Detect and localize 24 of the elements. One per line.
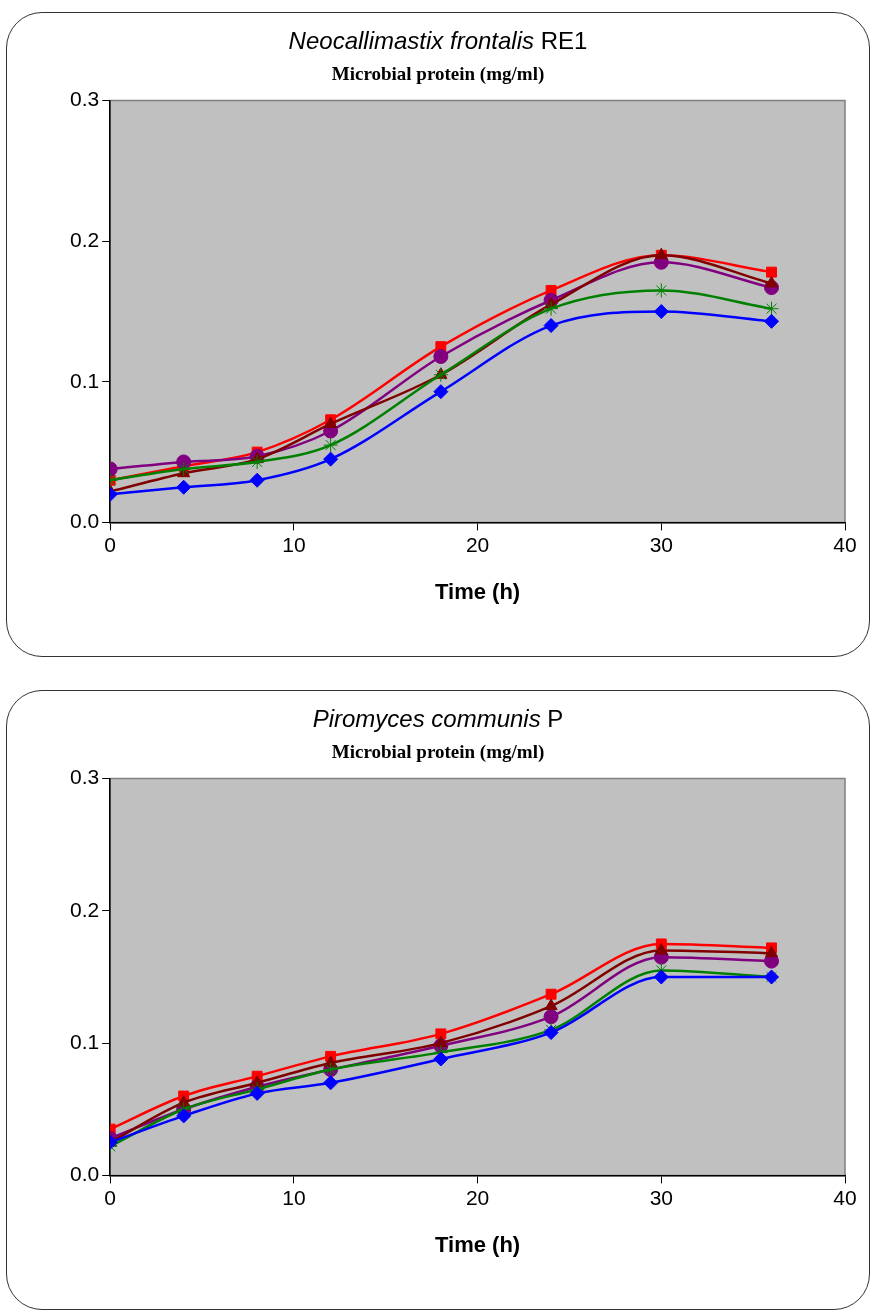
x-tick-label: 10 (282, 532, 306, 556)
x-tick-label: 40 (833, 532, 857, 556)
x-tick-label: 30 (649, 1185, 673, 1209)
chart-title: Neocallimastix frontalis RE1 (287, 27, 589, 55)
y-tick-label: 0.0 (69, 1162, 100, 1186)
y-tick-label: 0.3 (69, 87, 100, 111)
x-tick-label: 10 (282, 1185, 306, 1209)
chart-title: Piromyces communis P (311, 705, 565, 733)
chart-subtitle: Microbial protein (mg/ml) (330, 63, 546, 85)
x-tick-label: 30 (649, 532, 673, 556)
x-axis-title: Time (h) (435, 578, 521, 604)
x-axis-title: Time (h) (435, 1231, 521, 1257)
chart-subtitle: Microbial protein (mg/ml) (330, 741, 546, 763)
y-tick-label: 0.2 (69, 228, 100, 251)
x-tick-label: 20 (465, 532, 490, 556)
y-tick-label: 0.0 (69, 509, 100, 533)
x-tick-label: 0 (104, 532, 117, 556)
y-tick-label: 0.1 (69, 368, 100, 392)
x-tick-label: 40 (833, 1185, 857, 1209)
y-tick-label: 0.2 (69, 897, 100, 921)
y-tick-label: 0.1 (69, 1029, 100, 1053)
x-tick-label: 20 (465, 1185, 490, 1209)
x-tick-label: 0 (104, 1185, 117, 1209)
y-tick-label: 0.3 (69, 765, 100, 789)
